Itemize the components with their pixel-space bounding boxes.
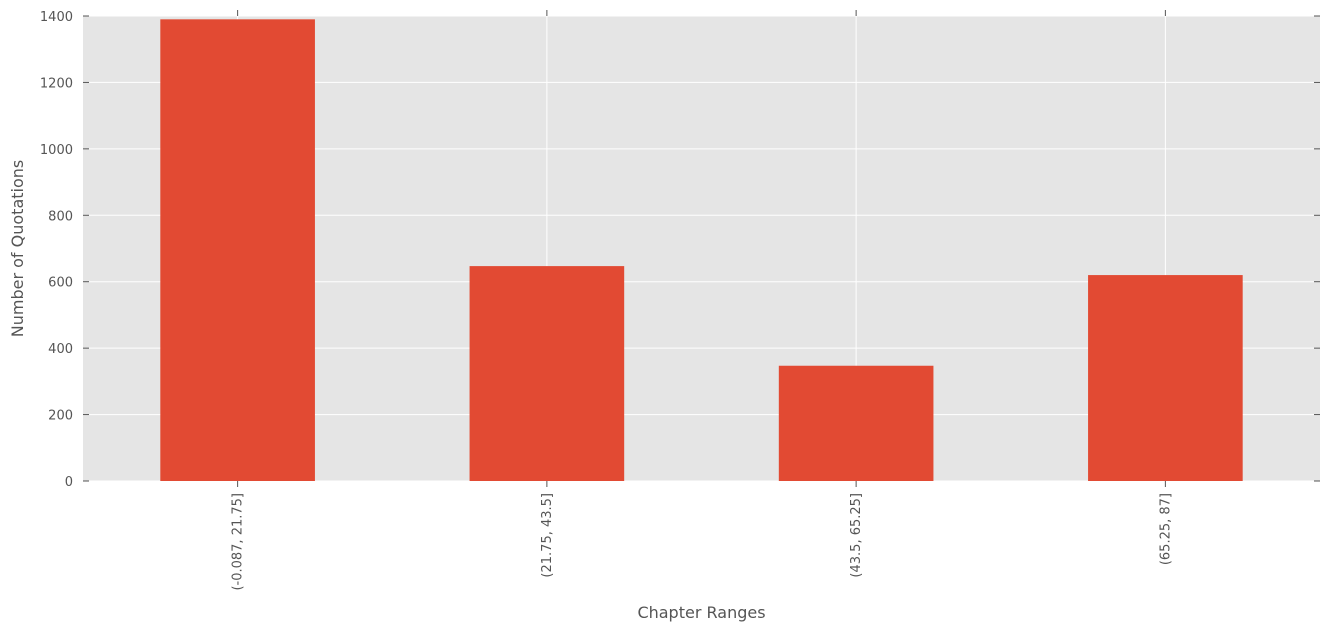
x-tick-label: (65.25, 87] (1158, 493, 1173, 565)
bars (160, 19, 1243, 481)
y-tick-label: 600 (48, 276, 73, 291)
x-tick-label: (43.5, 65.25] (849, 493, 864, 578)
y-tick-label: 1200 (40, 76, 73, 91)
y-tick-label: 0 (65, 475, 73, 490)
x-axis-label: Chapter Ranges (637, 603, 765, 622)
x-tick-label: (-0.087, 21.75] (231, 493, 246, 591)
bar-4 (1088, 275, 1243, 481)
y-tick-label: 400 (48, 342, 73, 357)
y-tick-label: 800 (48, 209, 73, 224)
bar-3 (778, 365, 934, 481)
axis-ticks (83, 10, 1320, 487)
y-tick-label: 200 (48, 409, 73, 424)
bar-2 (469, 266, 625, 481)
x-tick-label: (21.75, 43.5] (540, 493, 555, 578)
y-tick-label: 1400 (40, 10, 73, 25)
bar-1 (160, 19, 315, 481)
y-axis-label: Number of Quotations (8, 160, 27, 337)
y-tick-label: 1000 (40, 143, 73, 158)
x-tick-labels: (-0.087, 21.75] (21.75, 43.5] (43.5, 65.25… (231, 493, 1174, 591)
y-tick-labels: 0 200 400 600 800 1000 1200 1400 (40, 10, 73, 490)
